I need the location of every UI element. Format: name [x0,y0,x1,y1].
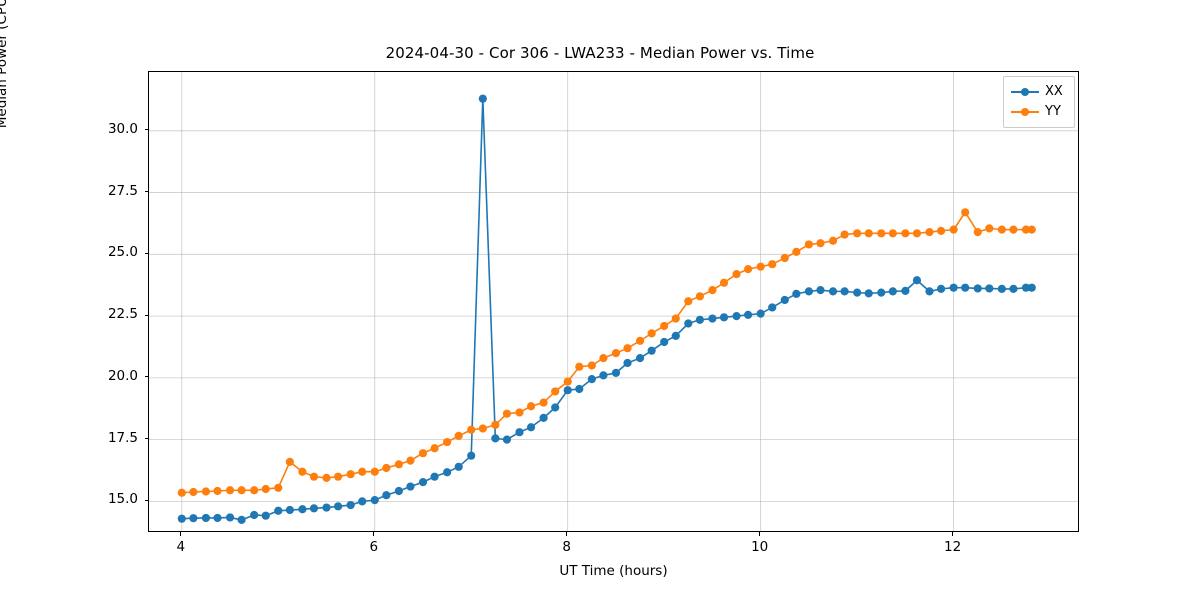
page-title: 2024-04-30 - Cor 306 - LWA233 - Median P… [385,44,815,62]
x-axis-label: UT Time (hours) [559,563,668,579]
legend-marker-yy [1011,105,1039,119]
legend-item-yy[interactable]: YY [1011,102,1068,122]
legend-marker-xx [1011,85,1039,99]
y-tick-mark [144,252,148,254]
y-tick-label: 17.5 [107,429,138,446]
x-tick-label: 4 [176,539,186,555]
y-tick-mark [144,376,148,378]
y-tick-mark [144,191,148,193]
x-tick-mark [373,532,375,536]
plot-axes [148,71,1079,532]
y-tick-label: 27.5 [107,182,138,199]
x-tick-mark [566,532,568,536]
y-tick-mark [144,438,148,440]
legend: XX YY [1003,76,1075,128]
y-tick-mark [144,129,148,131]
legend-label-xx: XX [1045,84,1063,99]
y-tick-label: 30.0 [107,120,138,137]
gridlines [149,72,1078,531]
y-tick-label: 15.0 [107,491,138,508]
x-tick-label: 10 [751,539,769,555]
x-tick-mark [180,532,182,536]
y-tick-label: 25.0 [107,244,138,261]
y-tick-mark [144,314,148,316]
series-xx [177,94,1036,525]
data-series-layer [177,94,1036,525]
y-tick-mark [144,499,148,501]
y-axis-label: Median Power (CPU) [0,0,10,129]
y-tick-label: 22.5 [107,306,138,323]
x-tick-label: 12 [944,539,962,555]
y-tick-label: 20.0 [107,367,138,384]
x-tick-mark [952,532,954,536]
x-tick-mark [759,532,761,536]
x-tick-label: 6 [369,539,379,555]
series-yy [177,208,1036,497]
x-tick-label: 8 [562,539,571,555]
legend-item-xx[interactable]: XX [1011,82,1068,102]
legend-label-yy: YY [1045,104,1061,119]
plot-area [149,72,1078,531]
